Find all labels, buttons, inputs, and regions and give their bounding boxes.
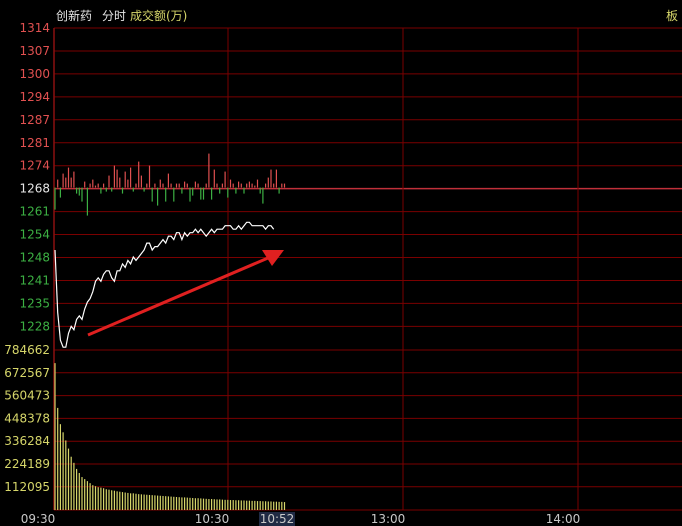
price-tick-label: 1300	[19, 67, 50, 81]
volume-bars	[54, 363, 286, 510]
price-tick-label: 1268	[19, 182, 50, 196]
price-tick-label: 1294	[19, 90, 50, 104]
price-line-group	[54, 221, 275, 348]
volume-tick-label: 224189	[4, 457, 50, 471]
corner-label: 板	[666, 9, 679, 23]
price-line	[54, 221, 275, 348]
price-tick-label: 1274	[19, 159, 50, 173]
price-tick-label: 1261	[19, 205, 50, 219]
trend-arrow-head	[262, 250, 284, 266]
chart-header: 创新药 分时 成交额(万) 板	[0, 0, 682, 28]
price-tick-label: 1228	[19, 319, 50, 333]
price-axis-labels: 1314 1307 1300 1294 1287 1281 1274 1268 1261 1254…	[19, 21, 50, 333]
time-tick-label: 10:30	[195, 512, 230, 526]
price-tick-label: 1314	[19, 21, 50, 35]
time-tick-label: 10:52	[260, 512, 295, 526]
price-tick-label: 1241	[19, 273, 50, 287]
price-tick-label: 1254	[19, 228, 50, 242]
chart-grid	[53, 27, 682, 511]
volume-tick-label: 336284	[4, 434, 50, 448]
time-tick-label: 13:00	[371, 512, 406, 526]
price-tick-label: 1287	[19, 113, 50, 127]
time-axis-labels: 09:30 10:30 10:52 13:00 14:00	[21, 512, 581, 526]
price-tick-label: 1281	[19, 136, 50, 150]
time-tick-label: 14:00	[546, 512, 581, 526]
chart-mode-label[interactable]: 分时	[102, 9, 127, 23]
volume-tick-label: 672567	[4, 366, 50, 380]
volume-tick-label: 448378	[4, 411, 50, 425]
volume-tick-label: 112095	[4, 480, 50, 494]
volume-axis-labels: 784662 672567 560473 448378 336284 224189 1120…	[4, 343, 50, 494]
trend-arrow	[87, 250, 284, 337]
trend-arrow-shaft	[87, 256, 269, 337]
volume-tick-label: 784662	[4, 343, 50, 357]
price-tick-label: 1248	[19, 251, 50, 265]
price-tick-label: 1307	[19, 44, 50, 58]
breadth-bars	[54, 153, 286, 216]
instrument-title[interactable]: 创新药	[56, 9, 93, 23]
time-tick-label: 09:30	[21, 512, 56, 526]
volume-tick-label: 560473	[4, 389, 50, 403]
time-cursor-box	[259, 512, 295, 526]
price-tick-label: 1235	[19, 296, 50, 310]
indicator-label[interactable]: 成交额(万)	[130, 9, 188, 23]
